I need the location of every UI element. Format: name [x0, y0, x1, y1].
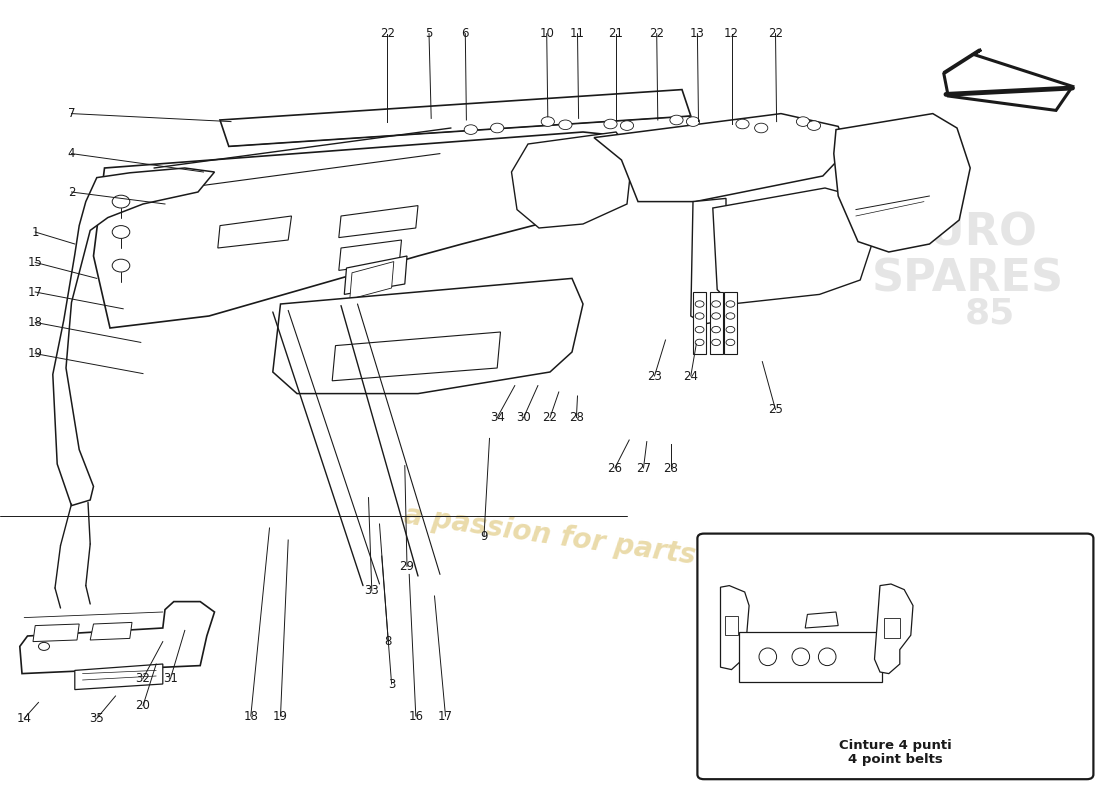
- Text: 22: 22: [768, 27, 783, 40]
- Polygon shape: [220, 90, 691, 146]
- Circle shape: [112, 259, 130, 272]
- Text: 8: 8: [385, 635, 392, 648]
- Text: 3: 3: [388, 678, 395, 690]
- Circle shape: [112, 226, 130, 238]
- Polygon shape: [273, 278, 583, 394]
- Text: 22: 22: [649, 27, 664, 40]
- Polygon shape: [90, 622, 132, 640]
- Text: 22: 22: [542, 411, 558, 424]
- Circle shape: [112, 195, 130, 208]
- Polygon shape: [725, 616, 738, 635]
- Text: 38: 38: [858, 551, 871, 561]
- Text: 28: 28: [569, 411, 584, 424]
- Polygon shape: [75, 664, 163, 690]
- Text: 7: 7: [68, 107, 75, 120]
- Text: 15: 15: [28, 256, 43, 269]
- Text: 19: 19: [273, 710, 288, 722]
- Circle shape: [796, 117, 810, 126]
- Text: 13: 13: [690, 27, 705, 40]
- Circle shape: [541, 117, 554, 126]
- Polygon shape: [874, 584, 913, 674]
- Text: 30: 30: [516, 411, 531, 424]
- Text: 13: 13: [761, 730, 774, 739]
- Text: a passion for parts: a passion for parts: [403, 502, 697, 570]
- Text: 33: 33: [364, 584, 380, 597]
- Text: 10: 10: [722, 730, 735, 739]
- Text: 1: 1: [32, 226, 39, 238]
- Polygon shape: [594, 114, 847, 202]
- Polygon shape: [720, 586, 749, 670]
- Text: 2: 2: [68, 186, 75, 198]
- Text: 4 point belts: 4 point belts: [848, 754, 943, 766]
- Text: 5: 5: [426, 27, 432, 40]
- Text: 17: 17: [438, 710, 453, 722]
- Circle shape: [464, 125, 477, 134]
- Text: 6: 6: [462, 27, 469, 40]
- Circle shape: [670, 115, 683, 125]
- Polygon shape: [53, 168, 215, 506]
- Text: 4: 4: [68, 147, 75, 160]
- Text: 32: 32: [135, 672, 151, 685]
- Text: 22: 22: [379, 27, 395, 40]
- Text: 14: 14: [16, 712, 32, 725]
- Circle shape: [686, 117, 700, 126]
- Text: 10: 10: [539, 27, 554, 40]
- Polygon shape: [691, 198, 726, 324]
- Text: 23: 23: [647, 370, 662, 382]
- Circle shape: [559, 120, 572, 130]
- Text: 27: 27: [636, 462, 651, 474]
- Text: Cinture 4 punti: Cinture 4 punti: [839, 739, 952, 752]
- Polygon shape: [944, 50, 1072, 110]
- Text: 36: 36: [807, 730, 821, 739]
- Polygon shape: [512, 132, 632, 228]
- Polygon shape: [739, 632, 882, 682]
- Polygon shape: [218, 216, 292, 248]
- Text: 34: 34: [490, 411, 505, 424]
- Polygon shape: [332, 332, 500, 381]
- Text: 28: 28: [663, 462, 679, 474]
- Text: 31: 31: [163, 672, 178, 685]
- Text: 18: 18: [243, 710, 258, 722]
- FancyBboxPatch shape: [697, 534, 1093, 779]
- Text: 17: 17: [28, 286, 43, 298]
- Text: 16: 16: [408, 710, 424, 722]
- Circle shape: [807, 121, 821, 130]
- Polygon shape: [20, 602, 214, 674]
- Text: 24: 24: [683, 370, 698, 382]
- Text: 29: 29: [399, 560, 415, 573]
- Circle shape: [604, 119, 617, 129]
- Text: 12: 12: [917, 551, 931, 561]
- Polygon shape: [713, 188, 871, 304]
- Polygon shape: [834, 114, 970, 252]
- Polygon shape: [94, 132, 632, 328]
- Text: 21: 21: [608, 27, 624, 40]
- Circle shape: [736, 119, 749, 129]
- Polygon shape: [884, 618, 900, 638]
- Polygon shape: [344, 256, 407, 294]
- Text: 12: 12: [724, 27, 739, 40]
- Polygon shape: [693, 292, 706, 354]
- Circle shape: [755, 123, 768, 133]
- Text: 35: 35: [89, 712, 104, 725]
- Polygon shape: [724, 292, 737, 354]
- Polygon shape: [33, 624, 79, 642]
- Text: 37: 37: [808, 551, 822, 561]
- Polygon shape: [339, 206, 418, 238]
- Polygon shape: [339, 240, 402, 270]
- Text: 20: 20: [135, 699, 151, 712]
- Text: 85: 85: [965, 297, 1015, 330]
- Polygon shape: [710, 292, 723, 354]
- Polygon shape: [350, 262, 394, 299]
- Text: 18: 18: [28, 316, 43, 329]
- Text: 26: 26: [607, 462, 623, 474]
- Text: EURO
SPARES: EURO SPARES: [872, 211, 1064, 301]
- Circle shape: [491, 123, 504, 133]
- Circle shape: [620, 121, 634, 130]
- Text: 11: 11: [570, 27, 585, 40]
- Text: 25: 25: [768, 403, 783, 416]
- Text: 9: 9: [481, 530, 487, 542]
- Text: 19: 19: [28, 347, 43, 360]
- Polygon shape: [805, 612, 838, 628]
